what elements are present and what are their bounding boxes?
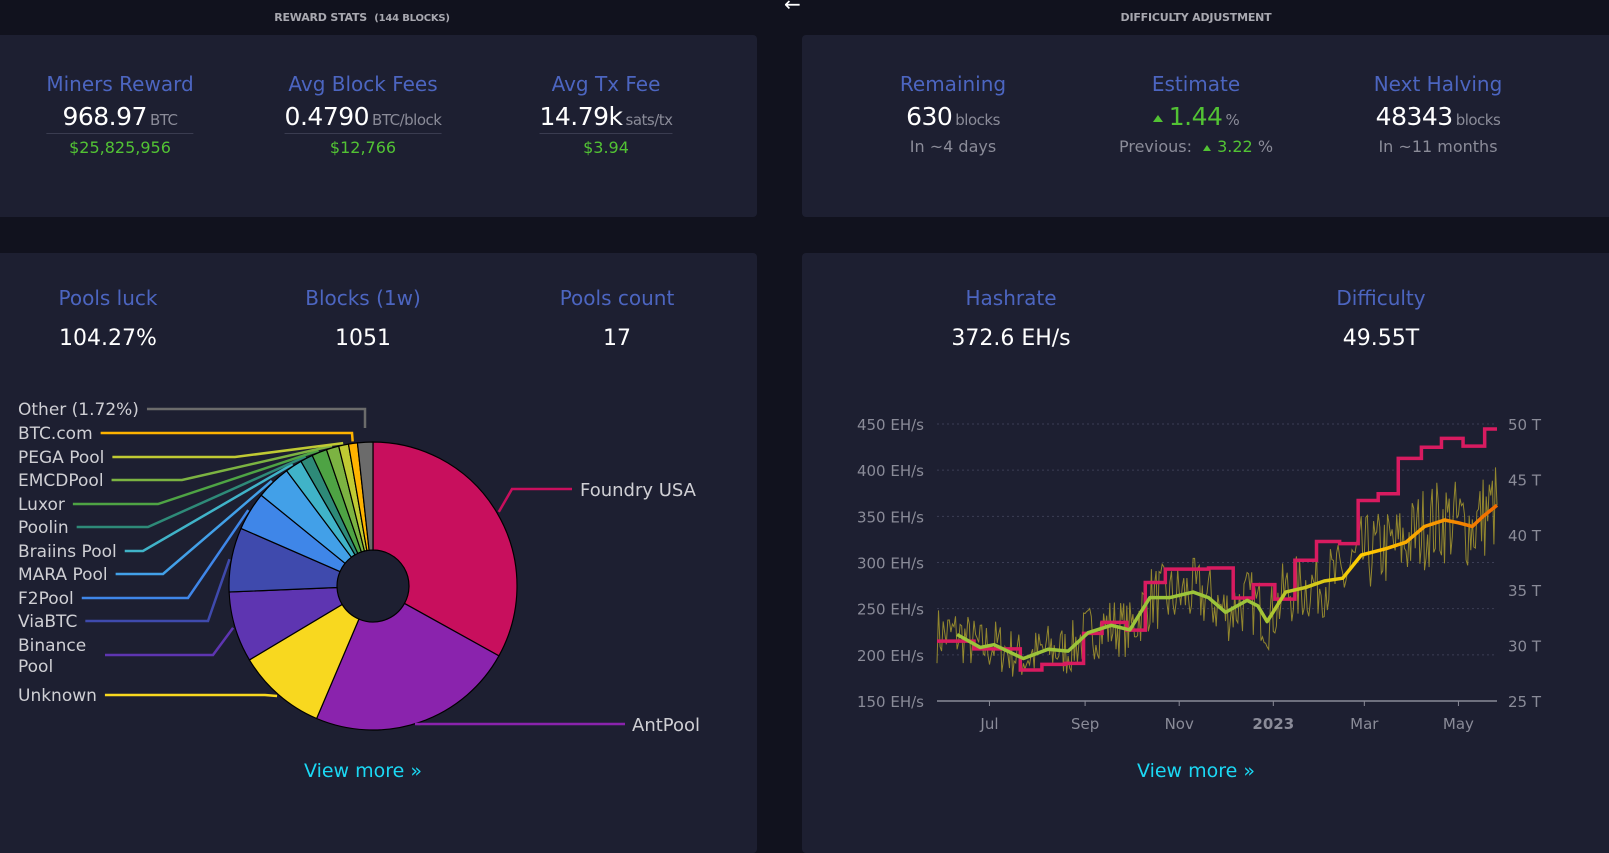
pie-label: AntPool <box>632 715 700 736</box>
pie-leader-line <box>147 409 365 428</box>
y-left-tick-label: 150 EH/s <box>857 693 924 711</box>
pie-leader-line <box>101 433 353 441</box>
x-tick-label: Jul <box>979 715 998 733</box>
pie-label: F2Pool <box>18 589 74 609</box>
x-tick-label: May <box>1443 715 1474 733</box>
y-left-tick-label: 300 EH/s <box>857 555 924 573</box>
pie-label: Unknown <box>18 686 97 706</box>
pie-label: Poolin <box>18 518 69 538</box>
hashrate-raw-line <box>937 467 1497 676</box>
difficulty-line <box>937 429 1497 670</box>
pie-label: Braiins Pool <box>18 542 117 562</box>
y-right-tick-label: 25 T <box>1508 693 1542 711</box>
back-arrow-icon[interactable]: ← <box>784 0 801 16</box>
hashrate-difficulty-chart: 150 EH/s 200 EH/s 250 EH/s 300 EH/s 350 EH/s… <box>800 0 1609 827</box>
y-right-tick-label: 30 T <box>1508 638 1542 656</box>
pie-label-line: Pool <box>18 657 53 677</box>
pie-label: EMCDPool <box>18 471 104 491</box>
x-tick-label: 2023 <box>1252 715 1294 733</box>
pie-label-line: Binance <box>18 636 86 656</box>
pie-label: MARA Pool <box>18 565 108 585</box>
y-left-tick-label: 200 EH/s <box>857 647 924 665</box>
x-tick-label: Nov <box>1165 715 1194 733</box>
pie-label: PEGA Pool <box>18 448 104 468</box>
y-left-tick-label: 400 EH/s <box>857 462 924 480</box>
pie-leader-line <box>105 628 233 655</box>
y-right-tick-label: 50 T <box>1508 416 1542 434</box>
pie-label: Luxor <box>18 495 65 515</box>
pie-label: Foundry USA <box>580 480 697 501</box>
y-left-tick-label: 350 EH/s <box>857 508 924 526</box>
x-tick-label: Sep <box>1071 715 1099 733</box>
y-left-tick-label: 250 EH/s <box>857 601 924 619</box>
y-right-tick-label: 35 T <box>1508 582 1542 600</box>
y-right-tick-label: 40 T <box>1508 527 1542 545</box>
x-tick-label: Mar <box>1350 715 1379 733</box>
y-left-tick-label: 450 EH/s <box>857 416 924 434</box>
pie-leader-line <box>499 489 572 512</box>
y-right-tick-label: 45 T <box>1508 471 1542 489</box>
pie-label: Other (1.72%) <box>18 400 139 420</box>
pie-label: ViaBTC <box>18 612 77 632</box>
pie-label: BTC.com <box>18 424 93 444</box>
pie-leader-line <box>105 695 277 696</box>
